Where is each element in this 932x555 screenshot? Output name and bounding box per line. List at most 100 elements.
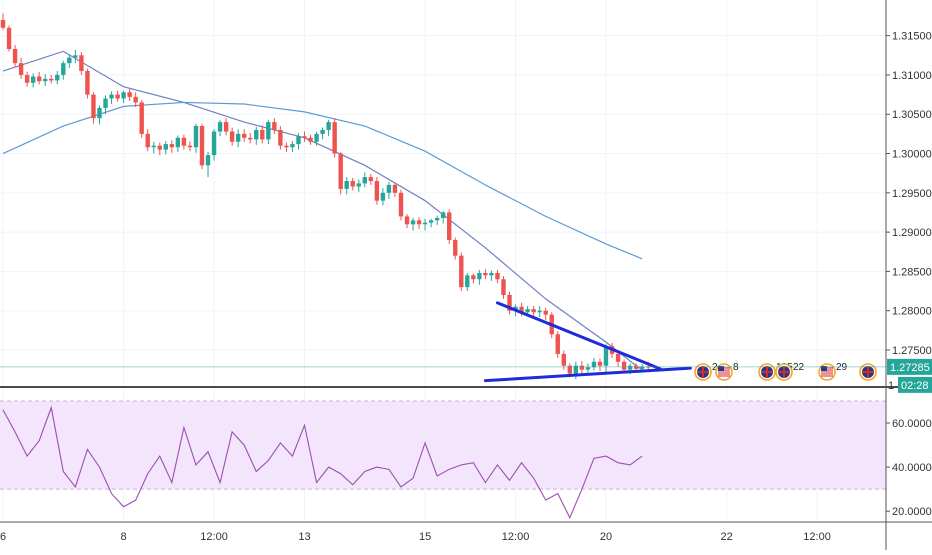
- candle-body: [326, 122, 331, 130]
- time-tick-label: 13: [298, 531, 310, 543]
- time-tick-label: 22: [720, 531, 732, 543]
- candle-body: [266, 122, 271, 140]
- candle-body: [356, 183, 361, 187]
- event-label: 29: [836, 362, 848, 373]
- candle-body: [543, 310, 548, 315]
- event-label: 2: [712, 362, 718, 373]
- candle-body: [290, 144, 295, 148]
- candle-body: [477, 272, 482, 280]
- trendline_lower[interactable]: [483, 366, 692, 383]
- candlesticks: [0, 13, 651, 380]
- uk-flag-icon[interactable]: 22: [775, 362, 805, 381]
- trendline_upper[interactable]: [495, 301, 662, 371]
- price-tick-label: 1.27500: [892, 345, 932, 357]
- candle-body: [91, 94, 96, 119]
- candle-body: [193, 126, 199, 148]
- candle-body: [368, 177, 374, 182]
- candle-body: [374, 181, 380, 201]
- candle-body: [181, 137, 187, 146]
- candle-body: [127, 92, 132, 97]
- price-tick-label: 1.29500: [892, 188, 932, 200]
- price-tick-label: 1.31000: [892, 70, 932, 82]
- candle-body: [242, 133, 247, 138]
- rsi-tick-label: 20.0000: [892, 506, 932, 518]
- rsi-indicator: [2, 405, 643, 520]
- candle-body: [440, 212, 446, 218]
- countdown-prefix: 1: [888, 380, 894, 392]
- candle-body: [519, 306, 524, 313]
- candle-body: [320, 129, 325, 134]
- candle-body: [175, 137, 181, 148]
- candle-body: [404, 216, 410, 225]
- candle-body: [139, 102, 144, 134]
- candle-body: [410, 220, 416, 225]
- rsi-line: [2, 405, 643, 520]
- candle-body: [398, 192, 404, 217]
- countdown-label: 02:28: [901, 380, 929, 392]
- candle-body: [211, 131, 217, 156]
- candle-body: [525, 309, 530, 313]
- candle-body: [12, 49, 18, 64]
- candle-body: [223, 122, 229, 132]
- candle-body: [332, 122, 337, 154]
- us-flag-icon[interactable]: 8: [715, 362, 739, 381]
- candle-body: [579, 365, 585, 370]
- candle-body: [489, 272, 494, 276]
- candle-body: [157, 145, 162, 150]
- candle-body: [561, 353, 566, 366]
- rsi-tick-label: 40.0000: [892, 462, 932, 474]
- candle-body: [447, 212, 452, 240]
- price-tick-label: 1.31500: [892, 31, 932, 43]
- uk-flag-icon[interactable]: [859, 363, 877, 381]
- candle-body: [169, 144, 175, 148]
- candle-body: [49, 78, 54, 81]
- candle-body: [199, 126, 205, 166]
- candle-body: [507, 294, 512, 311]
- candle-body: [187, 145, 193, 148]
- candle-body: [61, 63, 66, 75]
- grid: [0, 0, 886, 520]
- economic-events[interactable]: 281952229: [694, 362, 877, 381]
- candle-body: [416, 220, 422, 225]
- candle-body: [109, 94, 114, 99]
- candle-body: [284, 145, 289, 148]
- candle-body: [531, 309, 536, 313]
- candle-body: [229, 131, 235, 142]
- time-tick-label: 12:00: [502, 531, 530, 543]
- time-tick-label: 12:00: [803, 531, 831, 543]
- triangle-trendlines: [483, 301, 692, 383]
- time-tick-label: 15: [419, 531, 431, 543]
- candle-body: [338, 153, 343, 189]
- candle-body: [495, 272, 500, 280]
- candle-body: [36, 76, 42, 82]
- candle-body: [254, 129, 259, 140]
- ma_fast-line: [2, 50, 643, 371]
- countdown-badge: [898, 376, 932, 393]
- candle-body: [501, 279, 506, 295]
- candle-body: [314, 133, 319, 142]
- last-price-badge: [887, 358, 932, 375]
- candle-body: [633, 365, 639, 369]
- candle-body: [392, 184, 398, 193]
- candle-body: [639, 366, 645, 369]
- uk-flag-icon[interactable]: 2: [694, 362, 718, 381]
- candle-body: [573, 365, 579, 374]
- price-tick-label: 1.28000: [892, 306, 932, 318]
- event-label: 8: [733, 362, 739, 373]
- candle-body: [133, 96, 138, 103]
- event-label: 22: [793, 362, 805, 373]
- us-flag-icon[interactable]: 29: [818, 362, 848, 381]
- candle-body: [85, 71, 90, 95]
- candle-body: [43, 78, 48, 82]
- candle-body: [603, 346, 609, 366]
- time-tick-label: 8: [121, 531, 127, 543]
- candle-body: [115, 94, 120, 99]
- flag-canton: [718, 366, 724, 371]
- time-tick-label: 6: [0, 531, 6, 543]
- candle-body: [55, 74, 60, 81]
- candle-body: [217, 122, 223, 132]
- candle-body: [428, 220, 434, 223]
- candle-body: [459, 255, 464, 288]
